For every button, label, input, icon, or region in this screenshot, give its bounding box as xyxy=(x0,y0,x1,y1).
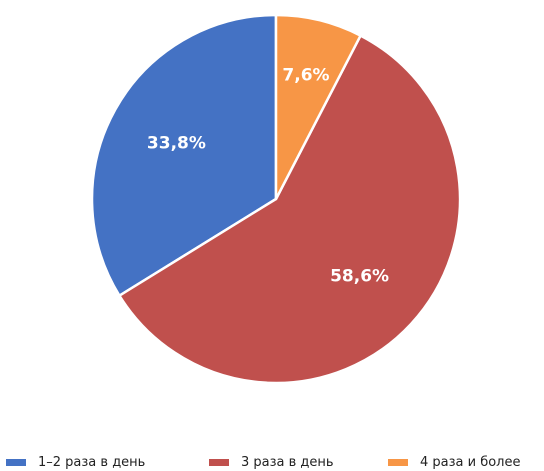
legend-label-3: 4 раза и более xyxy=(420,454,521,470)
pie-slice-labels: 33,8% 58,6% 7,6% xyxy=(147,66,389,287)
pie-slice-3 xyxy=(274,13,362,201)
pie-slice-1 xyxy=(90,13,278,297)
legend-item-1: 1–2 раза в день xyxy=(6,453,145,471)
legend-item-3: 4 раза и более xyxy=(388,453,521,471)
legend-label-1: 1–2 раза в день xyxy=(38,454,146,470)
legend-item-2: 3 раза в день xyxy=(209,453,334,471)
legend-swatch-2 xyxy=(209,458,229,466)
legend-swatch-3 xyxy=(388,458,408,466)
legend: 1–2 раза в день 3 раза в день 4 раза и б… xyxy=(0,453,544,471)
legend-swatch-1 xyxy=(6,458,26,466)
pie-slice-label-2: 58,6% xyxy=(330,267,389,287)
pie-slice-label-1: 33,8% xyxy=(147,133,206,153)
legend-label-2: 3 раза в день xyxy=(241,454,334,470)
pie-slice-label-3: 7,6% xyxy=(282,66,329,86)
pie-slice-2 xyxy=(118,34,462,385)
pie-slices xyxy=(90,13,462,385)
